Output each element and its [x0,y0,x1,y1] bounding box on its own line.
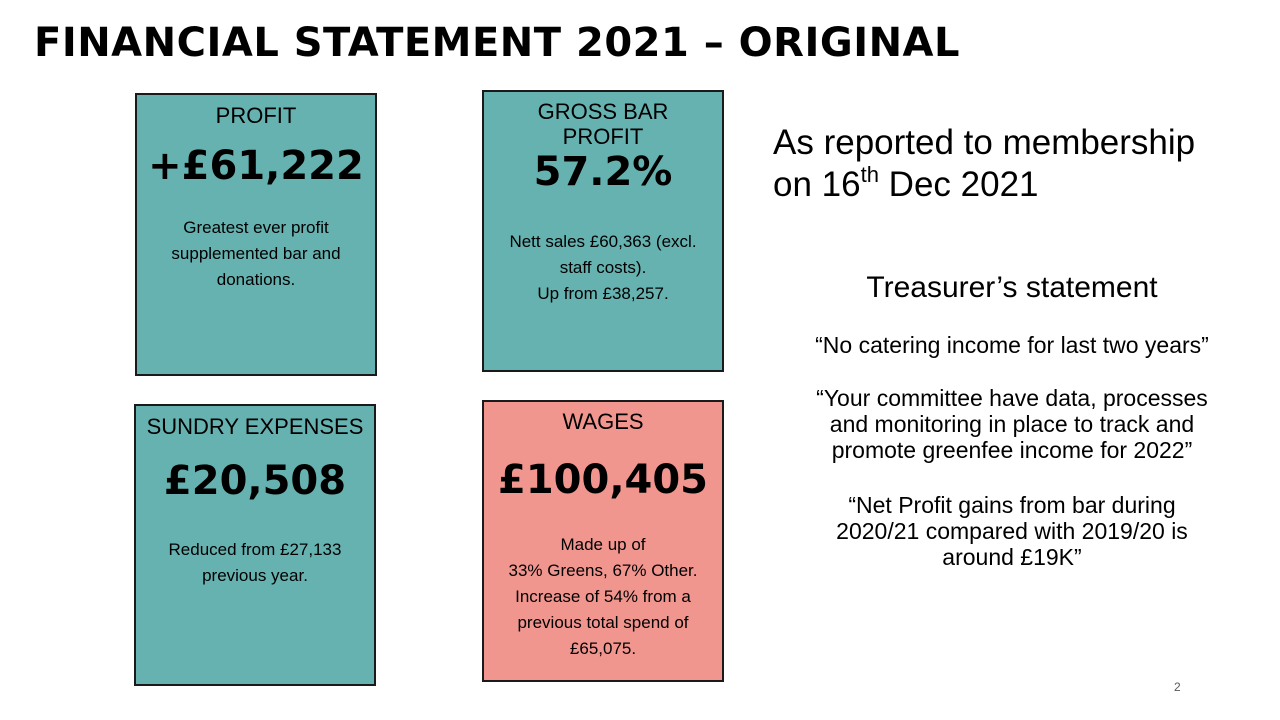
reported-line-2: on 16th Dec 2021 [773,164,1195,206]
treasurer-quote-line: “Net Profit gains from bar during [848,492,1176,518]
wages-heading: WAGES [562,409,644,434]
wages-description-line: previous total spend of [517,613,689,632]
sundry-expenses-card: SUNDRY EXPENSES £20,508 Reduced from £27… [134,404,376,686]
treasurer-quote-line: “No catering income for last two years” [815,332,1209,358]
reported-date-suffix: Dec 2021 [878,165,1039,204]
wages-description: Made up of 33% Greens, 67% Other. Increa… [484,532,722,662]
sundry-expenses-heading: SUNDRY EXPENSES [146,414,364,439]
gross-bar-profit-description: Nett sales £60,363 (excl. staff costs). … [484,229,722,307]
slide-title: FINANCIAL STATEMENT 2021 – ORIGINAL [34,20,960,66]
treasurer-quote: “Net Profit gains from bar during 2020/2… [800,492,1224,570]
reported-statement: As reported to membership on 16th Dec 20… [773,122,1195,206]
wages-value: £100,405 [497,457,709,503]
treasurer-quote: “No catering income for last two years” [800,332,1224,358]
sundry-expenses-description-line: Reduced from £27,133 [168,540,342,559]
gross-bar-profit-heading: GROSS BAR PROFIT [484,99,722,149]
treasurer-quote-line: and monitoring in place to track and [829,411,1195,437]
treasurer-quote-line: “Your committee have data, processes [816,385,1208,411]
gross-bar-profit-description-line: staff costs). [559,258,647,277]
wages-description-line: Made up of [560,535,646,554]
gross-bar-profit-value: 57.2% [533,149,673,195]
gross-bar-profit-description-line: Up from £38,257. [537,284,669,303]
gross-bar-profit-heading-line: PROFIT [562,124,644,149]
wages-description-line: 33% Greens, 67% Other. [508,561,698,580]
wages-card: WAGES £100,405 Made up of 33% Greens, 67… [482,400,724,682]
treasurer-quote-line: around £19K” [942,544,1082,570]
gross-bar-profit-description-line: Nett sales £60,363 (excl. [509,232,697,251]
profit-description-line: donations. [216,270,296,289]
wages-description-line: Increase of 54% from a [515,587,691,606]
treasurer-quote-line: 2020/21 compared with 2019/20 is [836,518,1188,544]
sundry-expenses-description: Reduced from £27,133 previous year. [136,537,374,589]
treasurer-quote-line: promote greenfee income for 2022” [831,437,1193,463]
treasurer-quote: “Your committee have data, processes and… [800,385,1224,463]
profit-description-line: Greatest ever profit [183,218,329,237]
page-number: 2 [1174,680,1181,694]
treasurer-heading: Treasurer’s statement [866,271,1158,304]
wages-description-line: £65,075. [569,639,637,658]
profit-value: +£61,222 [148,143,364,189]
reported-date-prefix: on 16 [773,165,861,204]
sundry-expenses-value: £20,508 [163,458,347,504]
gross-bar-profit-card: GROSS BAR PROFIT 57.2% Nett sales £60,36… [482,90,724,372]
sundry-expenses-description-line: previous year. [202,566,308,585]
profit-description: Greatest ever profit supplemented bar an… [137,215,375,293]
profit-heading: PROFIT [215,103,297,128]
gross-bar-profit-heading-line: GROSS BAR [537,99,669,124]
reported-date-ordinal: th [860,162,879,187]
profit-card: PROFIT +£61,222 Greatest ever profit sup… [135,93,377,376]
profit-description-line: supplemented bar and [171,244,341,263]
reported-line-1: As reported to membership [773,123,1196,162]
